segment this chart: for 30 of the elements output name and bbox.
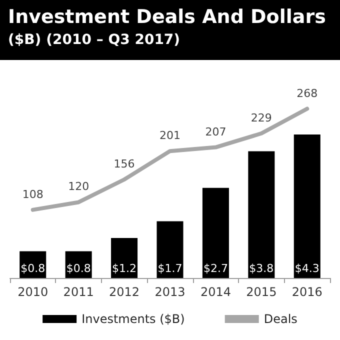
data-label: $3.8 [249, 262, 274, 275]
data-label: $2.7 [203, 262, 228, 275]
bar [248, 151, 275, 278]
data-label: $0.8 [66, 262, 91, 275]
x-tick-label: 2016 [292, 285, 322, 299]
x-tick-label: 2012 [109, 285, 140, 299]
bar [202, 188, 229, 278]
bar [294, 134, 320, 278]
data-label: $1.7 [158, 262, 182, 275]
bar [156, 221, 184, 278]
data-label: 120 [68, 180, 90, 194]
x-tick-label: 2011 [63, 285, 94, 299]
bar [111, 238, 138, 278]
data-label: 201 [160, 129, 180, 142]
data-label: $0.8 [20, 262, 46, 275]
x-tick-label: 2015 [246, 285, 277, 299]
x-tick-label: 2014 [200, 285, 231, 299]
chart-title: Investment Deals And Dollars [8, 5, 327, 30]
data-label: $4.3 [294, 262, 320, 275]
data-label: 268 [296, 86, 318, 100]
data-label: 207 [205, 125, 226, 138]
x-tick-label: 2010 [18, 285, 48, 299]
legend-label: Deals [264, 312, 298, 326]
data-label: 229 [250, 111, 272, 124]
legend-label: Investments ($B) [82, 312, 185, 326]
x-tick-label: 2013 [154, 285, 186, 299]
data-label: 108 [22, 188, 44, 201]
data-label: $1.2 [112, 262, 137, 275]
data-label: 156 [114, 157, 135, 170]
chart-subtitle: ($B) (2010 – Q3 2017) [8, 31, 182, 50]
